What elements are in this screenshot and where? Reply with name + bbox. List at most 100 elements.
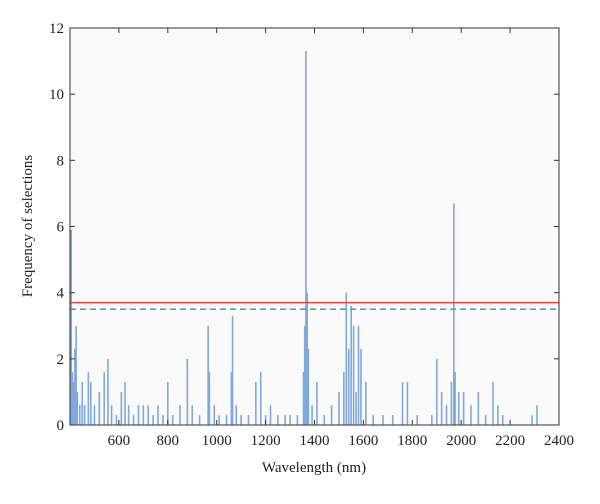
- bar: [132, 415, 135, 425]
- bar: [179, 405, 181, 425]
- y-tick-label: 2: [57, 352, 65, 368]
- x-tick-label: 1400: [300, 433, 330, 449]
- bar: [247, 415, 250, 425]
- bar: [531, 415, 533, 425]
- bar: [462, 391, 465, 425]
- bar: [208, 372, 211, 425]
- bar: [171, 415, 174, 425]
- bar: [477, 391, 480, 425]
- bar: [316, 381, 318, 425]
- bar: [240, 415, 242, 425]
- bar: [352, 325, 355, 425]
- y-tick-label: 4: [57, 286, 65, 302]
- y-axis-label: Frequency of selections: [20, 155, 36, 298]
- bar: [536, 405, 538, 425]
- bar: [391, 415, 394, 425]
- bar: [277, 415, 279, 425]
- bar: [78, 405, 81, 425]
- bar: [198, 415, 201, 425]
- bar: [470, 405, 472, 425]
- bar: [311, 405, 313, 425]
- bar: [76, 391, 79, 425]
- bar: [259, 372, 262, 425]
- bar: [360, 348, 362, 425]
- bar: [186, 358, 189, 425]
- x-tick-label: 800: [157, 433, 180, 449]
- bar: [124, 381, 126, 425]
- bar: [345, 292, 348, 425]
- bar: [142, 405, 145, 425]
- bar: [70, 229, 73, 425]
- bar: [83, 405, 86, 425]
- bar: [231, 315, 234, 425]
- bar: [269, 405, 272, 425]
- bar: [501, 415, 504, 425]
- y-tick-label: 10: [49, 87, 64, 103]
- y-tick-label: 0: [57, 418, 65, 434]
- bar: [74, 348, 76, 425]
- bar: [71, 372, 74, 425]
- x-tick-label: 1200: [251, 433, 281, 449]
- bar: [484, 415, 487, 425]
- y-tick-label: 6: [57, 220, 65, 236]
- bar: [365, 381, 367, 425]
- bar: [343, 372, 345, 425]
- bar: [357, 325, 360, 425]
- bar: [450, 381, 453, 425]
- bar: [406, 381, 409, 425]
- bar: [225, 415, 228, 425]
- x-tick-label: 2400: [544, 433, 574, 449]
- bar: [147, 405, 150, 425]
- bar: [382, 415, 384, 425]
- bar: [330, 405, 333, 425]
- bar: [191, 405, 194, 425]
- bar: [89, 381, 92, 425]
- bar: [75, 325, 77, 425]
- bar: [323, 415, 326, 425]
- bar: [207, 325, 209, 425]
- bar: [435, 358, 438, 425]
- bar: [416, 415, 418, 425]
- bar: [453, 203, 455, 425]
- y-tick-label: 8: [57, 153, 65, 169]
- plot-area: [70, 28, 559, 425]
- bar: [372, 415, 374, 425]
- bar: [303, 325, 306, 425]
- bar: [87, 372, 90, 425]
- bar: [347, 348, 350, 425]
- bar: [497, 405, 499, 425]
- bar: [350, 305, 352, 425]
- bar: [98, 391, 101, 425]
- x-axis-label: Wavelength (nm): [262, 460, 366, 476]
- bar: [162, 415, 164, 425]
- bar: [457, 391, 460, 425]
- bar: [103, 372, 106, 425]
- bar: [230, 372, 233, 425]
- bar: [454, 372, 456, 425]
- bar: [157, 405, 159, 425]
- bar: [355, 391, 357, 425]
- bar: [431, 415, 433, 425]
- bar: [213, 405, 216, 425]
- x-tick-label: 2000: [446, 433, 476, 449]
- y-tick-label: 12: [49, 21, 64, 37]
- bar: [152, 415, 154, 425]
- bar: [127, 405, 130, 425]
- bar: [255, 381, 257, 425]
- x-tick-label: 2200: [495, 433, 525, 449]
- bar: [307, 348, 310, 425]
- bar: [302, 372, 305, 425]
- bar: [137, 405, 140, 425]
- bar: [167, 381, 169, 425]
- bar: [72, 381, 75, 425]
- bar: [445, 405, 448, 425]
- bar: [218, 415, 220, 425]
- bar: [284, 415, 286, 425]
- bar: [107, 358, 109, 425]
- bar: [120, 391, 123, 425]
- x-tick-label: 1600: [348, 433, 378, 449]
- bar: [492, 381, 494, 425]
- bar: [93, 405, 96, 425]
- bar: [305, 51, 307, 426]
